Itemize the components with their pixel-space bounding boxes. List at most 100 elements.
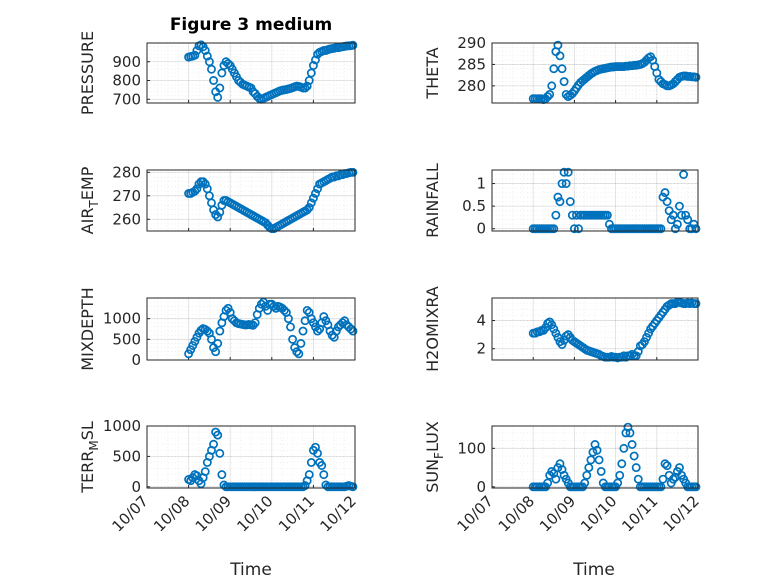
y-tick-label: 1000: [103, 417, 141, 435]
data-point: [559, 167, 569, 177]
data-point: [633, 347, 643, 356]
y-axis-label: MIXDEPTH: [78, 287, 97, 370]
x-tick-label: 10/09: [192, 492, 235, 535]
data-point: [559, 77, 569, 87]
data-series: [528, 297, 701, 363]
data-point: [553, 40, 563, 50]
y-tick-label: 0: [131, 478, 141, 496]
data-point: [207, 334, 216, 344]
subplot-rainfall: 0 0.5 1 RAINFALL: [423, 163, 701, 238]
axes-border: [491, 169, 699, 232]
data-point: [317, 461, 327, 470]
y-tick-label: 100: [457, 439, 486, 457]
data-point: [668, 474, 678, 484]
data-point: [561, 89, 571, 99]
data-point: [304, 470, 314, 480]
data-point: [215, 448, 225, 458]
subplot-air-temp: 260 270 280 AIRTEMP: [78, 163, 358, 234]
data-point: [689, 219, 699, 229]
axes-frame: [491, 425, 699, 489]
y-tick-label: 4: [476, 312, 486, 330]
axes-frame: [146, 425, 356, 489]
data-point: [644, 328, 654, 338]
x-axis-label-left: Time: [229, 560, 272, 580]
figure-title: Figure 3 medium: [170, 15, 332, 35]
data-point: [200, 46, 210, 55]
y-axis-label: TERRMSL: [78, 421, 101, 494]
data-point: [196, 40, 206, 50]
data-point: [668, 210, 678, 220]
data-point: [672, 219, 682, 229]
data-series: [184, 427, 358, 492]
data-point: [639, 337, 649, 347]
data-point: [200, 179, 210, 189]
data-point: [292, 347, 302, 357]
data-series: [528, 422, 701, 492]
data-point: [283, 314, 293, 324]
data-point: [545, 89, 555, 99]
x-tick-label: 10/12: [660, 492, 703, 535]
data-point: [567, 210, 577, 220]
data-point: [306, 458, 316, 467]
data-point: [202, 51, 212, 61]
data-point: [196, 325, 206, 335]
x-tick-label: 10/07: [454, 492, 497, 535]
data-point: [313, 326, 323, 336]
data-point: [574, 224, 583, 234]
data-point: [250, 318, 260, 328]
y-axis-label: THETA: [423, 47, 442, 99]
y-tick-label: 270: [112, 187, 141, 205]
data-point: [547, 81, 557, 91]
data-point: [346, 324, 356, 334]
data-point: [302, 305, 312, 315]
data-point: [313, 448, 323, 458]
data-point: [557, 340, 567, 349]
y-tick-label: 500: [112, 447, 141, 465]
axes-border: [146, 42, 356, 104]
y-tick-label: 0.5: [462, 197, 486, 215]
data-point: [304, 203, 314, 212]
y-tick-label: 800: [112, 72, 141, 90]
x-tick-label: 10/10: [577, 492, 620, 535]
x-tick-label: 10/08: [495, 492, 538, 535]
data-point: [313, 184, 323, 194]
data-point: [279, 305, 289, 315]
data-point: [300, 83, 310, 93]
x-tick-label: 10/10: [233, 492, 276, 535]
data-point: [190, 50, 200, 60]
data-point: [592, 445, 602, 455]
data-point: [642, 333, 651, 342]
data-point: [615, 470, 625, 480]
y-tick-label: 0: [476, 478, 486, 496]
data-point: [555, 197, 565, 207]
data-point: [683, 215, 693, 225]
y-axis-label: AIRTEMP: [78, 166, 101, 234]
data-point: [631, 463, 641, 473]
data-series: [528, 167, 701, 234]
y-axis-label: H2OMIXRA: [423, 286, 442, 372]
x-axis-label-right: Time: [572, 560, 615, 580]
data-point: [584, 463, 594, 473]
data-point: [348, 482, 358, 492]
data-point: [681, 210, 691, 220]
data-point: [551, 474, 561, 484]
data-point: [348, 326, 358, 336]
data-point: [586, 455, 596, 465]
data-point: [625, 428, 635, 438]
data-point: [319, 470, 329, 480]
data-point: [549, 224, 559, 234]
data-point: [288, 334, 298, 344]
data-point: [192, 184, 202, 194]
data-point: [213, 339, 223, 348]
data-point: [662, 197, 672, 207]
data-point: [543, 92, 553, 102]
y-tick-label: 280: [457, 77, 486, 95]
y-axis-label: RAINFALL: [423, 163, 442, 238]
data-point: [617, 459, 627, 469]
data-point: [563, 167, 573, 177]
y-tick-label: 1000: [103, 310, 141, 328]
data-point: [302, 205, 312, 215]
data-point: [198, 177, 208, 187]
data-point: [691, 72, 701, 82]
